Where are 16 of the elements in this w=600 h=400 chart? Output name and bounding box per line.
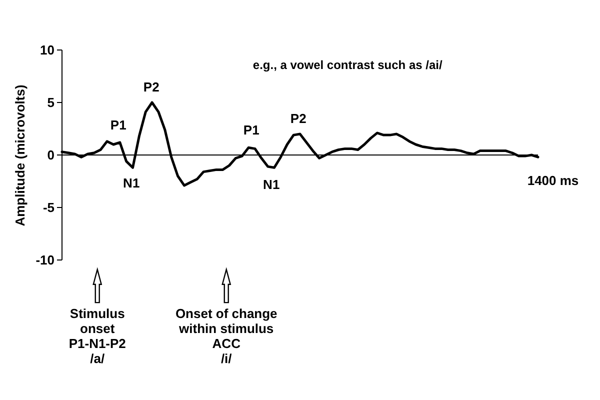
annotation: P1 [110,117,126,132]
annotation: P2 [143,80,160,94]
y-axis-title: Amplitude (microvolts) [12,84,28,226]
y-tick-label: 5 [47,95,54,110]
annotation: P1 [243,122,260,138]
annotation: P2 [290,111,306,126]
annotation: N1 [263,176,280,192]
text: Onset of change within stimulus ACC /i/ [175,306,278,366]
y-tick-label: -5 [42,200,54,215]
annotation: 1400 ms [527,173,579,188]
annotation: N1 [123,176,140,191]
y-tick-label: 0 [47,148,54,162]
y-tick-label: 10 [40,42,54,58]
text: Stimulus onset P1-N1-P2 /a/ [68,306,126,366]
annotation: e.g., a vowel contrast such as /ai/ [252,58,443,72]
y-tick-label: -10 [36,252,54,268]
